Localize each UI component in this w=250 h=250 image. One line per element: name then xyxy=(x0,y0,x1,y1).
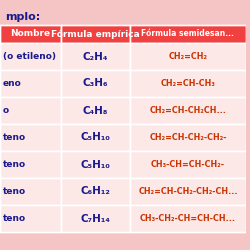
Text: C₃H₆: C₃H₆ xyxy=(83,78,108,88)
Text: CH₂=CH-CH₂-CH₂-CH...: CH₂=CH-CH₂-CH₂-CH... xyxy=(138,187,238,196)
Text: C₂H₄: C₂H₄ xyxy=(83,52,108,62)
Text: Nombre: Nombre xyxy=(10,30,50,38)
FancyBboxPatch shape xyxy=(61,124,130,151)
FancyBboxPatch shape xyxy=(61,70,130,97)
Text: teno: teno xyxy=(3,133,26,142)
FancyBboxPatch shape xyxy=(0,178,61,205)
FancyBboxPatch shape xyxy=(61,97,130,124)
Text: C₄H₈: C₄H₈ xyxy=(83,106,108,116)
Text: CH₂=CH-CH₂-CH₂-: CH₂=CH-CH₂-CH₂- xyxy=(149,133,227,142)
Text: C₇H₁₄: C₇H₁₄ xyxy=(80,214,110,224)
Text: Fórmula semidesan...: Fórmula semidesan... xyxy=(142,30,234,38)
FancyBboxPatch shape xyxy=(130,70,246,97)
Text: teno: teno xyxy=(3,214,26,223)
FancyBboxPatch shape xyxy=(0,97,61,124)
Text: CH₂=CH-CH₃: CH₂=CH-CH₃ xyxy=(160,79,215,88)
FancyBboxPatch shape xyxy=(61,43,130,70)
Text: CH₃-CH₂-CH=CH-CH...: CH₃-CH₂-CH=CH-CH... xyxy=(140,214,236,223)
Text: CH₃-CH=CH-CH₂-: CH₃-CH=CH-CH₂- xyxy=(151,160,225,169)
FancyBboxPatch shape xyxy=(0,124,61,151)
FancyBboxPatch shape xyxy=(130,25,246,43)
Text: o: o xyxy=(3,106,9,115)
FancyBboxPatch shape xyxy=(0,205,61,232)
Text: eno: eno xyxy=(3,79,22,88)
Text: Fórmula empírica: Fórmula empírica xyxy=(51,29,140,39)
Text: CH₂=CH₂: CH₂=CH₂ xyxy=(168,52,207,61)
FancyBboxPatch shape xyxy=(0,25,61,43)
FancyBboxPatch shape xyxy=(130,178,246,205)
Text: C₅H₁₀: C₅H₁₀ xyxy=(80,132,110,142)
Text: CH₂=CH-CH₂CH...: CH₂=CH-CH₂CH... xyxy=(150,106,226,115)
FancyBboxPatch shape xyxy=(0,43,61,70)
FancyBboxPatch shape xyxy=(130,205,246,232)
FancyBboxPatch shape xyxy=(61,205,130,232)
Text: C₆H₁₂: C₆H₁₂ xyxy=(80,186,110,196)
FancyBboxPatch shape xyxy=(130,97,246,124)
FancyBboxPatch shape xyxy=(130,43,246,70)
FancyBboxPatch shape xyxy=(130,151,246,178)
FancyBboxPatch shape xyxy=(0,151,61,178)
FancyBboxPatch shape xyxy=(61,178,130,205)
FancyBboxPatch shape xyxy=(61,25,130,43)
Text: mplo:: mplo: xyxy=(5,12,40,22)
Text: teno: teno xyxy=(3,187,26,196)
Text: C₅H₁₀: C₅H₁₀ xyxy=(80,160,110,170)
FancyBboxPatch shape xyxy=(130,124,246,151)
FancyBboxPatch shape xyxy=(0,70,61,97)
Text: (o etileno): (o etileno) xyxy=(3,52,56,61)
Text: teno: teno xyxy=(3,160,26,169)
FancyBboxPatch shape xyxy=(61,151,130,178)
